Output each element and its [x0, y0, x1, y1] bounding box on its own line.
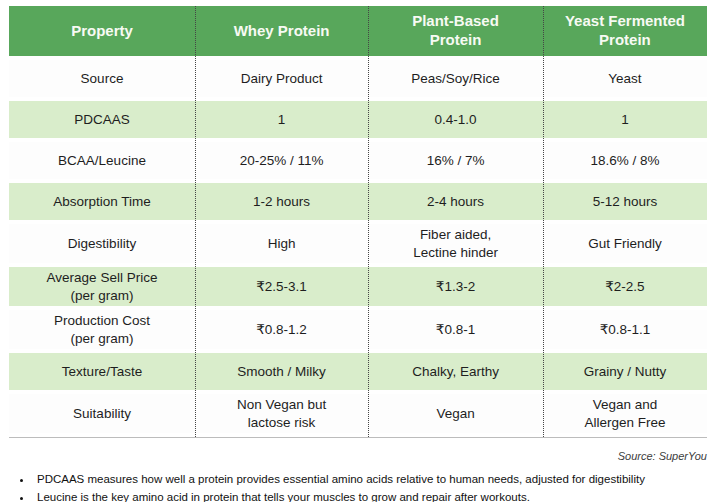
table-row-texture-taste: Texture/Taste Smooth / Milky Chalky, Ear…: [9, 353, 707, 390]
header-cell-plant-based-protein: Plant-Based Protein: [368, 6, 543, 56]
cell-value: 1: [543, 101, 707, 138]
cell-value: Chalky, Earthy: [368, 353, 543, 390]
row-label: PDCAAS: [9, 101, 195, 138]
cell-value: Smooth / Milky: [195, 353, 368, 390]
comparison-table: Property Whey Protein Plant-Based Protei…: [9, 6, 707, 438]
cell-value: 1-2 hours: [195, 183, 368, 220]
row-label: Average Sell Price (per gram): [9, 267, 195, 306]
footnote-leucine: Leucine is the key amino acid in protein…: [33, 489, 707, 502]
table-row-digestibility: Digestibility High Fiber aided, Lectine …: [9, 224, 707, 263]
cell-value: ₹0.8-1.1: [543, 310, 707, 349]
cell-value: 0.4-1.0: [368, 101, 543, 138]
cell-value: ₹0.8-1: [368, 310, 543, 349]
cell-value: Gut Friendly: [543, 224, 707, 263]
header-cell-property: Property: [9, 6, 195, 56]
table-row-pdcaas: PDCAAS 1 0.4-1.0 1: [9, 101, 707, 138]
footnote-pdcaas: PDCAAS measures how well a protein provi…: [33, 471, 707, 488]
cell-value: 16% / 7%: [368, 142, 543, 179]
cell-value: 1: [195, 101, 368, 138]
header-cell-whey-protein: Whey Protein: [195, 6, 368, 56]
table-row-bcaa-leucine: BCAA/Leucine 20-25% / 11% 16% / 7% 18.6%…: [9, 142, 707, 179]
row-label: Digestibility: [9, 224, 195, 263]
cell-value: 20-25% / 11%: [195, 142, 368, 179]
cell-value: 18.6% / 8%: [543, 142, 707, 179]
row-label: Suitability: [9, 394, 195, 433]
cell-value: ₹2-2.5: [543, 267, 707, 306]
table-row-suitability: Suitability Non Vegan but lactose risk V…: [9, 394, 707, 433]
row-label: Source: [9, 60, 195, 97]
cell-value: Vegan: [368, 394, 543, 433]
cell-value: ₹1.3-2: [368, 267, 543, 306]
cell-value: 5-12 hours: [543, 183, 707, 220]
cell-value: Dairy Product: [195, 60, 368, 97]
cell-value: Fiber aided, Lectine hinder: [368, 224, 543, 263]
cell-value: Grainy / Nutty: [543, 353, 707, 390]
table-row-production-cost: Production Cost (per gram) ₹0.8-1.2 ₹0.8…: [9, 310, 707, 349]
cell-value: ₹2.5-3.1: [195, 267, 368, 306]
row-label: BCAA/Leucine: [9, 142, 195, 179]
cell-value: 2-4 hours: [368, 183, 543, 220]
source-attribution: Source: SuperYou: [9, 450, 707, 462]
cell-value: Yeast: [543, 60, 707, 97]
cell-value: Non Vegan but lactose risk: [195, 394, 368, 433]
cell-value: Peas/Soy/Rice: [368, 60, 543, 97]
table-row-average-sell-price: Average Sell Price (per gram) ₹2.5-3.1 ₹…: [9, 267, 707, 306]
row-label: Texture/Taste: [9, 353, 195, 390]
table-row-absorption-time: Absorption Time 1-2 hours 2-4 hours 5-12…: [9, 183, 707, 220]
table-header-row: Property Whey Protein Plant-Based Protei…: [9, 6, 707, 56]
footnotes-list: PDCAAS measures how well a protein provi…: [33, 471, 707, 502]
row-label: Absorption Time: [9, 183, 195, 220]
row-label: Production Cost (per gram): [9, 310, 195, 349]
cell-value: ₹0.8-1.2: [195, 310, 368, 349]
header-cell-yeast-fermented-protein: Yeast Fermented Protein: [543, 6, 707, 56]
protein-comparison-infographic: Property Whey Protein Plant-Based Protei…: [0, 0, 715, 502]
cell-value: High: [195, 224, 368, 263]
cell-value: Vegan and Allergen Free: [543, 394, 707, 433]
table-row-source: Source Dairy Product Peas/Soy/Rice Yeast: [9, 60, 707, 97]
